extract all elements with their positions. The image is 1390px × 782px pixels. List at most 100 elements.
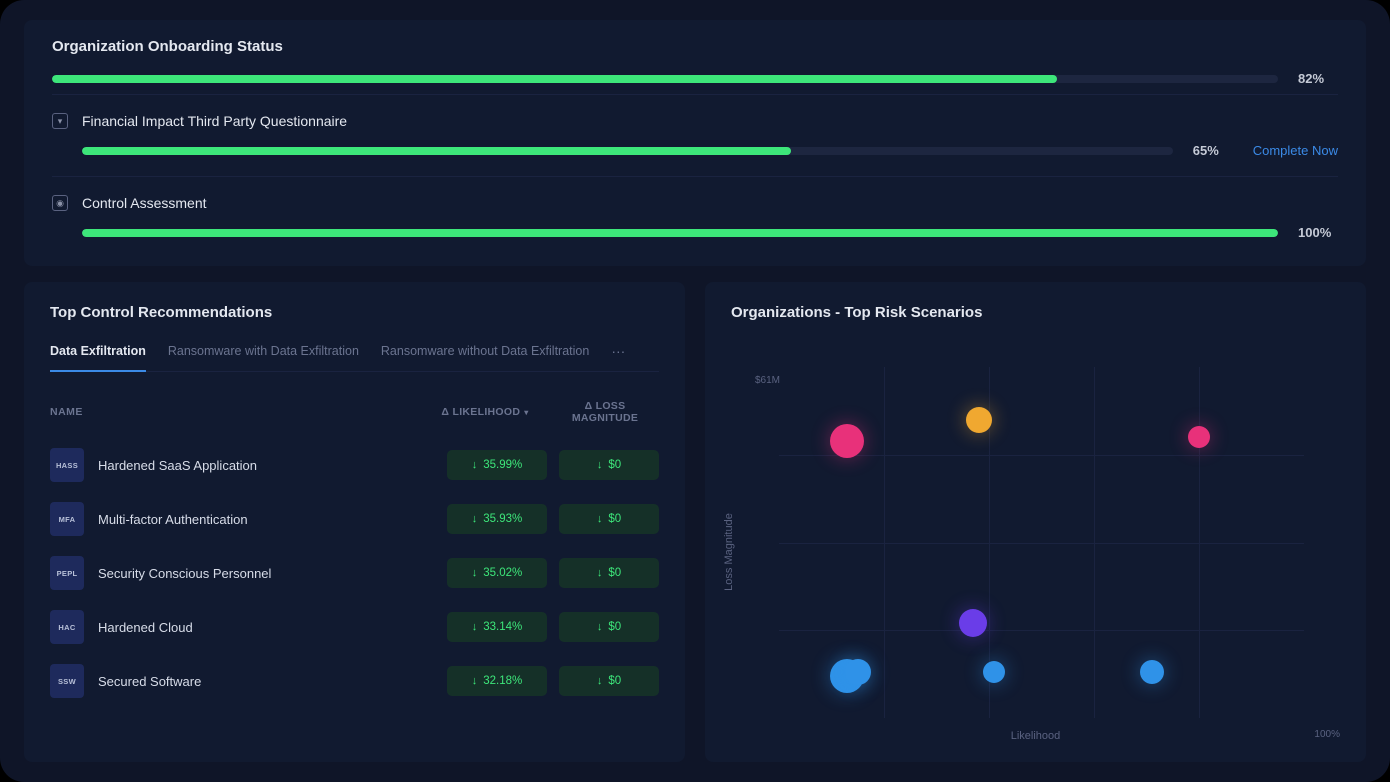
x-axis-label: Likelihood (1011, 730, 1061, 742)
onboarding-title: Organization Onboarding Status (52, 38, 1338, 55)
risk-bubble[interactable] (830, 424, 864, 458)
row-badge: HASS (50, 448, 84, 482)
likelihood-pill: ↓ 35.99% (447, 450, 547, 480)
table-row[interactable]: SSW Secured Software ↓ 32.18% ↓$0 (50, 654, 659, 708)
loss-pill: ↓ $0 (559, 558, 659, 588)
risk-bubble[interactable] (845, 659, 871, 685)
table-row[interactable]: MFA Multi-factor Authentication ↓ 35.93% ↓ $0 (50, 492, 659, 546)
row-left: HAC Hardened Cloud (50, 610, 435, 644)
overall-progress-row: 82% (52, 71, 1338, 86)
chart-plot (779, 367, 1304, 718)
loss-pill: ↓$0 (559, 666, 659, 696)
th-loss[interactable]: Δ LOSS MAGNITUDE (551, 400, 659, 424)
loss-pill: ↓ $0 (559, 450, 659, 480)
arrow-down-icon: ↓ (472, 459, 478, 471)
risk-bubble[interactable] (1140, 660, 1164, 684)
likelihood-pill: ↓ 35.93% (447, 504, 547, 534)
overall-progress-fill (52, 75, 1057, 83)
arrow-down-icon: ↓ (597, 513, 603, 525)
subitem-header: ◉ Control Assessment (52, 195, 1338, 211)
subitem-progress-track (82, 229, 1278, 237)
likelihood-value: 35.93% (483, 513, 522, 525)
subitem-progress-pct: 100% (1298, 225, 1338, 240)
risk-bubble[interactable] (966, 407, 992, 433)
loss-value: $0 (608, 513, 621, 525)
row-badge: HAC (50, 610, 84, 644)
loss-pill: ↓ $0 (559, 504, 659, 534)
likelihood-value: 35.99% (483, 459, 522, 471)
chevron-down-icon[interactable]: ▾ (52, 113, 68, 129)
tabs: Data Exfiltration Ransomware with Data Ex… (50, 343, 659, 372)
table-body: HASSHardened SaaS Application↓35.99%↓$0M… (50, 438, 659, 708)
row-name: Secured Software (98, 674, 201, 689)
likelihood-value: 35.02% (483, 567, 522, 579)
onboarding-subitem: ▾ Financial Impact Third Party Questionna… (52, 94, 1338, 176)
complete-now-link[interactable]: Complete Now (1253, 143, 1338, 158)
risk-bubble[interactable] (983, 661, 1005, 683)
likelihood-pill: ↓ 33.14% (447, 612, 547, 642)
likelihood-pill: ↓ 32.18% (447, 666, 547, 696)
table-row[interactable]: HAC Hardened Cloud ↓ 33.14% ↓$0 (50, 600, 659, 654)
arrow-down-icon: ↓ (597, 459, 603, 471)
tab[interactable]: Ransomware with Data Exfiltration (168, 344, 359, 372)
th-likelihood[interactable]: Δ LIKELIHOOD ▾ (431, 406, 539, 418)
loss-value: $0 (608, 621, 621, 633)
th-name[interactable]: NAME (50, 406, 419, 418)
arrow-down-icon: ↓ (597, 567, 603, 579)
gridline-h (779, 455, 1304, 456)
chart-area: $61M Loss Magnitude Likelihood 100% (731, 351, 1340, 740)
table-row[interactable]: HASS Hardened SaaS Application ↓ 35.99% ↓ $0 (50, 438, 659, 492)
sort-caret-icon: ▾ (524, 408, 528, 417)
row-name: Security Conscious Personnel (98, 566, 271, 581)
risk-chart-panel: Organizations - Top Risk Scenarios $61M … (705, 282, 1366, 762)
tab-more-icon[interactable]: ··· (611, 343, 625, 371)
recommendations-title: Top Control Recommendations (50, 304, 659, 321)
overall-progress-pct: 82% (1298, 71, 1338, 86)
subitem-title: Financial Impact Third Party Questionnai… (82, 113, 347, 129)
likelihood-value: 32.18% (483, 675, 522, 687)
table-row[interactable]: PEPLSecurity Conscious Personnel↓35.02%↓… (50, 546, 659, 600)
shield-icon[interactable]: ◉ (52, 195, 68, 211)
arrow-down-icon: ↓ (472, 567, 478, 579)
arrow-down-icon: ↓ (472, 621, 478, 633)
arrow-down-icon: ↓ (597, 675, 603, 687)
tab[interactable]: Ransomware without Data Exfiltration (381, 344, 589, 372)
row-name: Hardened Cloud (98, 620, 193, 635)
overall-progress-track (52, 75, 1278, 83)
x-tick-max: 100% (1314, 729, 1340, 740)
y-axis-label: Loss Magnitude (723, 513, 735, 591)
row-left: SSW Secured Software (50, 664, 435, 698)
risk-bubble[interactable] (959, 609, 987, 637)
gridline-h (779, 630, 1304, 631)
subitem-progress-pct: 65% (1193, 143, 1233, 158)
subitem-progress-row: 100% (52, 225, 1338, 240)
subitem-progress-row: 65% Complete Now (52, 143, 1338, 158)
risk-bubble[interactable] (1188, 426, 1210, 448)
arrow-down-icon: ↓ (472, 675, 478, 687)
row-name: Multi-factor Authentication (98, 512, 248, 527)
row-name: Hardened SaaS Application (98, 458, 257, 473)
subitem-progress-track (82, 147, 1173, 155)
loss-value: $0 (608, 459, 621, 471)
onboarding-card: Organization Onboarding Status 82% ▾ Fina… (24, 20, 1366, 266)
tab[interactable]: Data Exfiltration (50, 344, 146, 372)
likelihood-pill: ↓ 35.02% (447, 558, 547, 588)
row-badge: SSW (50, 664, 84, 698)
row-left: HASS Hardened SaaS Application (50, 448, 435, 482)
gridline-h (779, 543, 1304, 544)
likelihood-value: 33.14% (483, 621, 522, 633)
subitem-header: ▾ Financial Impact Third Party Questionna… (52, 113, 1338, 129)
bottom-row: Top Control Recommendations Data Exfiltr… (24, 282, 1366, 762)
row-left: MFA Multi-factor Authentication (50, 502, 435, 536)
loss-pill: ↓$0 (559, 612, 659, 642)
row-left: PEPLSecurity Conscious Personnel (50, 556, 435, 590)
app-frame: Organization Onboarding Status 82% ▾ Fina… (0, 0, 1390, 782)
table-header: NAME Δ LIKELIHOOD ▾ Δ LOSS MAGNITUDE (50, 390, 659, 438)
y-tick-max: $61M (755, 375, 780, 386)
recommendations-panel: Top Control Recommendations Data Exfiltr… (24, 282, 685, 762)
subitem-title: Control Assessment (82, 195, 207, 211)
risk-chart-title: Organizations - Top Risk Scenarios (731, 304, 1340, 321)
loss-value: $0 (608, 567, 621, 579)
row-badge: MFA (50, 502, 84, 536)
arrow-down-icon: ↓ (472, 513, 478, 525)
